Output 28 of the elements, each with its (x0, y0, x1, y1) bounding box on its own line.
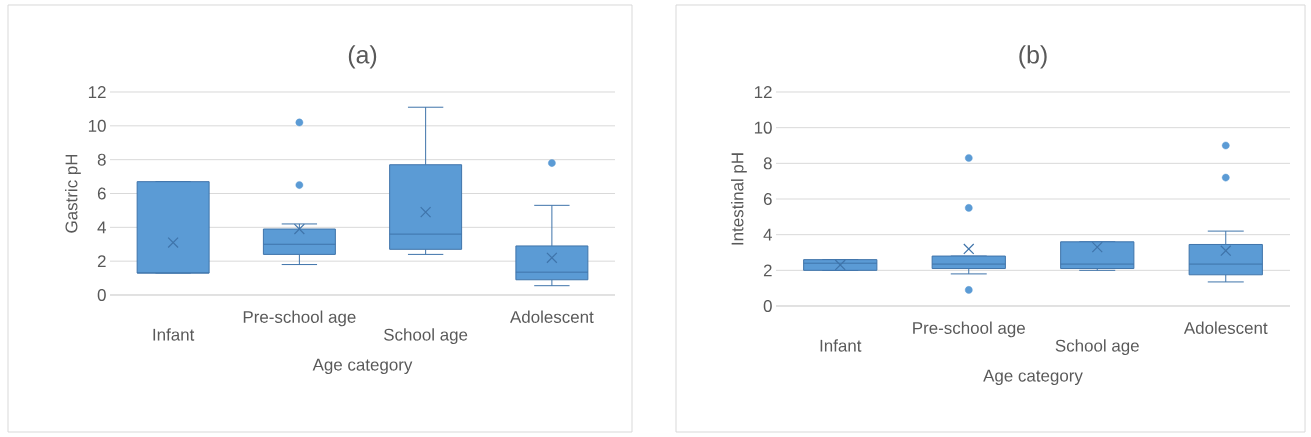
x-tick-label: Pre-school age (243, 310, 356, 327)
y-tick-label: 6 (763, 193, 772, 205)
y-tick-label: 12 (88, 86, 106, 98)
x-tick-label: Infant (153, 328, 195, 341)
x-tick-label: School age (1055, 339, 1139, 356)
y-tick-label: 6 (97, 187, 106, 200)
y-axis-title: Gastric pH (65, 154, 81, 233)
y-axis-title: Intestinal pH (731, 153, 747, 245)
x-axis-title: Age category (983, 369, 1083, 386)
y-tick-label: 0 (763, 300, 772, 312)
y-tick-label: 12 (754, 86, 772, 98)
x-tick-label: Adolescent (510, 310, 594, 323)
x-tick-label: Adolescent (1183, 321, 1268, 334)
chart-title: (a) (348, 45, 377, 69)
y-tick-label: 0 (97, 289, 106, 301)
x-tick-label: Infant (820, 339, 862, 352)
y-tick-label: 10 (754, 121, 772, 134)
y-tick-label: 4 (763, 228, 772, 241)
y-tick-label: 2 (97, 255, 106, 268)
y-tick-label: 4 (97, 221, 106, 234)
chart-title: (b) (1019, 45, 1047, 69)
y-tick-label: 8 (97, 153, 106, 166)
x-tick-label: School age (384, 328, 468, 345)
x-tick-label: Pre-school age (913, 321, 1025, 338)
y-tick-label: 2 (763, 264, 772, 277)
y-tick-label: 8 (763, 157, 772, 170)
y-tick-label: 10 (88, 119, 106, 132)
x-axis-title: Age category (312, 358, 413, 375)
